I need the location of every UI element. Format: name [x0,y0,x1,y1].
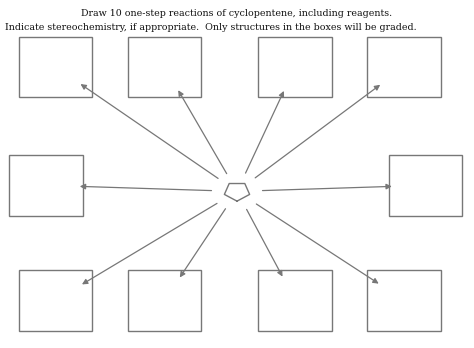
Text: Draw 10 one-step reactions of cyclopentene, including reagents.: Draw 10 one-step reactions of cyclopente… [82,9,392,18]
Bar [128,37,201,97]
Bar [19,37,92,97]
Bar [258,37,332,97]
Bar [367,37,441,97]
Bar [367,270,441,331]
Text: Indicate stereochemistry, if appropriate.  Only structures in the boxes will be : Indicate stereochemistry, if appropriate… [5,23,416,32]
Bar [9,155,83,216]
Bar [258,270,332,331]
Bar [19,270,92,331]
Bar [389,155,462,216]
Bar [128,270,201,331]
